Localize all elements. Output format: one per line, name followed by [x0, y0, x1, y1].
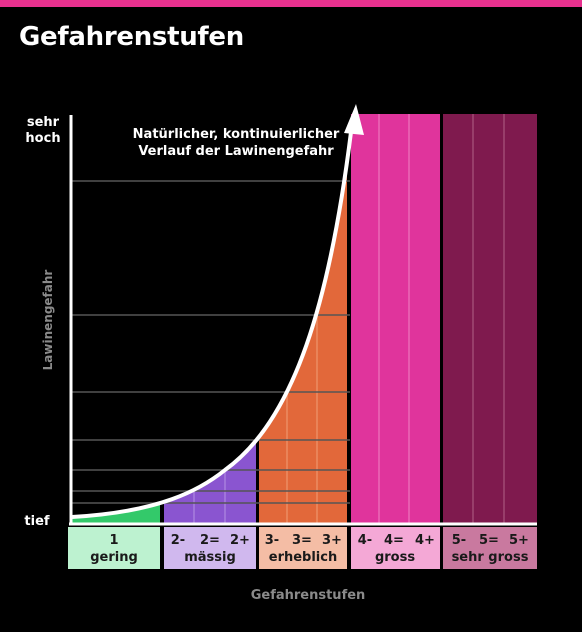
- level4-sub-plus: 4+: [415, 533, 435, 548]
- level1-number: 1: [109, 533, 118, 548]
- annotation-line1: Natürlicher, kontinuierlicher: [133, 127, 340, 142]
- level5-name: sehr gross: [452, 550, 529, 565]
- level5-sub-plus: 5+: [509, 533, 529, 548]
- y-bottom-label: tief: [24, 514, 49, 529]
- level4-sub-minus: 4-: [358, 533, 372, 548]
- level3-sub-minus: 3-: [265, 533, 279, 548]
- level2-sub-plus: 2+: [230, 533, 250, 548]
- grid-lines: [72, 180, 350, 504]
- level1-label-box: [68, 527, 160, 569]
- level5-label-box: [443, 527, 537, 569]
- level4-bar: [351, 114, 440, 523]
- x-axis-title: Gefahrenstufen: [251, 588, 366, 603]
- risk-curve: [71, 131, 353, 519]
- curve-arrowhead: [344, 104, 364, 135]
- level5-bar: [443, 114, 537, 523]
- level3-label-box: [259, 527, 347, 569]
- y-top-label-line1: sehr: [27, 115, 60, 130]
- y-axis-title: Lawinengefahr: [41, 270, 55, 371]
- level5-sub-minus: 5-: [452, 533, 466, 548]
- level3-sub-plus: 3+: [322, 533, 342, 548]
- level2-sub-equal: 2=: [200, 533, 220, 548]
- level3-name: erheblich: [269, 550, 337, 565]
- level2-sub-minus: 2-: [171, 533, 185, 548]
- level2-bar: [164, 115, 256, 523]
- annotation-line2: Verlauf der Lawinengefahr: [138, 144, 334, 159]
- level1-name: gering: [90, 550, 138, 565]
- page-title: Gefahrenstufen: [19, 22, 244, 52]
- level4-label-box: [351, 527, 440, 569]
- level3-bar: [259, 115, 347, 523]
- level5-sub-equal: 5=: [479, 533, 499, 548]
- level1-bar: [72, 115, 160, 523]
- level3-sub-equal: 3=: [292, 533, 312, 548]
- y-top-label-line2: hoch: [25, 131, 60, 146]
- level2-label-box: [164, 527, 256, 569]
- level2-name: mässig: [184, 550, 236, 565]
- level4-sub-equal: 4=: [384, 533, 404, 548]
- top-accent-bar: [0, 0, 582, 7]
- level4-name: gross: [375, 550, 415, 565]
